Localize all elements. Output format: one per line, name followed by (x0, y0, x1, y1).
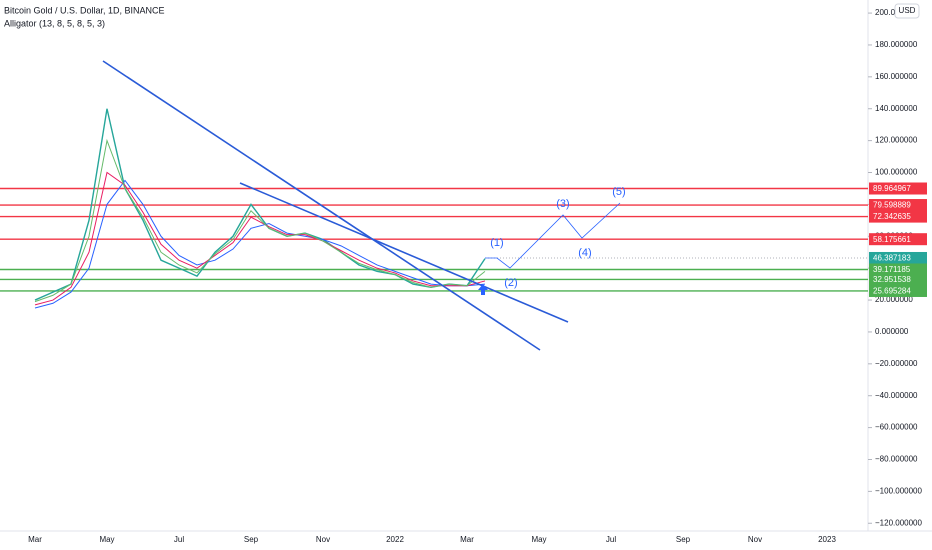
level-label-box (869, 273, 927, 286)
level-label: 89.964967 (873, 184, 911, 193)
y-tick-label: −120.000000 (875, 518, 922, 527)
level-label: 25.695284 (873, 287, 911, 296)
level-label: 39.171185 (873, 265, 911, 274)
y-tick-label: 20.000000 (875, 295, 913, 304)
symbol-title: Bitcoin Gold / U.S. Dollar, 1D, BINANCE (4, 5, 165, 15)
alligator-line (34, 179, 486, 309)
arrow-up (478, 284, 488, 295)
x-tick-label: Jul (606, 535, 616, 544)
y-tick-label: 100.000000 (875, 168, 918, 177)
level-label: 46.387183 (873, 254, 911, 263)
level-label-box (869, 182, 927, 195)
level-label: 32.951538 (873, 275, 911, 284)
alligator-line (34, 171, 486, 306)
wave-label: (2) (504, 277, 517, 289)
wave-label: (4) (578, 247, 591, 259)
price-line (34, 108, 486, 301)
x-tick-label: Nov (316, 535, 330, 544)
y-tick-label: −100.000000 (875, 486, 922, 495)
y-tick-label: 140.000000 (875, 104, 918, 113)
y-tick-label: −40.000000 (875, 391, 918, 400)
level-label: 79.598889 (873, 201, 911, 210)
level-label-box (869, 199, 927, 212)
wave-label: (1) (490, 237, 503, 249)
currency-button[interactable] (894, 3, 920, 19)
level-label-box (869, 210, 927, 223)
x-tick-label: Mar (28, 535, 42, 544)
x-tick-label: May (99, 535, 114, 544)
level-label-box (869, 263, 927, 276)
alligator-line (34, 138, 486, 303)
trendline (239, 182, 569, 323)
level-label: 72.342635 (873, 212, 911, 221)
x-tick-label: Mar (460, 535, 474, 544)
x-tick-label: Nov (748, 535, 762, 544)
x-tick-label: Sep (676, 535, 691, 544)
currency-label[interactable]: USD (899, 6, 916, 15)
level-label-box (869, 233, 927, 246)
wave-label: (3) (556, 198, 569, 210)
x-tick-label: Jul (174, 535, 184, 544)
levels (0, 187, 868, 292)
indicator-title: Alligator (13, 8, 5, 8, 5, 3) (4, 18, 105, 28)
y-tick-label: 180.000000 (875, 40, 918, 49)
x-tick-label: May (531, 535, 546, 544)
y-tick-label: −80.000000 (875, 455, 918, 464)
x-tick-label: 2022 (386, 535, 404, 544)
price-lines (34, 108, 486, 309)
y-tick-label: −20.000000 (875, 359, 918, 368)
level-label: 58.175661 (873, 235, 911, 244)
wave-label: (5) (612, 186, 625, 198)
y-tick-label: 0.000000 (875, 327, 909, 336)
level-label-box (869, 284, 927, 297)
wave-projection (485, 202, 621, 269)
level-label-box (869, 251, 927, 264)
x-tick-label: Sep (244, 535, 259, 544)
x-tick-label: 2023 (818, 535, 836, 544)
y-tick-label: 160.000000 (875, 72, 918, 81)
y-tick-label: −60.000000 (875, 423, 918, 432)
y-tick-label: 120.000000 (875, 136, 918, 145)
trendline (102, 60, 541, 351)
